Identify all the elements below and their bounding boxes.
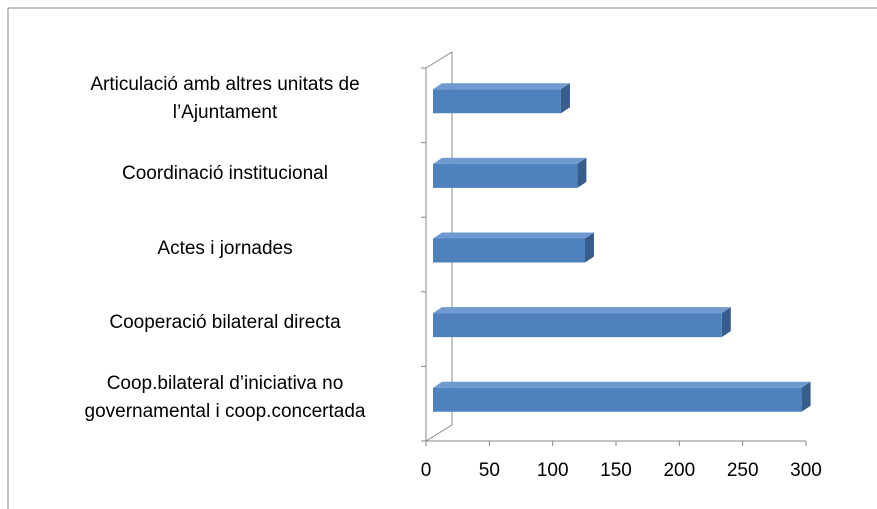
bar-top: [433, 381, 811, 388]
bar-side: [560, 83, 570, 114]
bar-top: [433, 307, 731, 314]
bar-side: [585, 232, 594, 263]
x-tick-label: 250: [727, 460, 759, 481]
bar: [433, 381, 811, 412]
bar-front: [433, 313, 722, 338]
x-tick-label: 150: [600, 460, 632, 481]
category-label: Cooperació bilateral directa: [109, 312, 341, 334]
bar-front: [433, 163, 578, 188]
bar: [433, 83, 570, 114]
back-wall: [425, 51, 453, 425]
bar: [433, 232, 594, 263]
floor-edge: [425, 424, 453, 442]
x-tick-label: 100: [537, 460, 569, 481]
bar: [433, 307, 731, 338]
x-tick-label: 0: [421, 460, 432, 481]
x-tick-label: 300: [790, 460, 822, 481]
bar-top: [433, 83, 570, 90]
category-label: Coordinació institucional: [122, 162, 328, 184]
bar-top: [433, 232, 594, 239]
bar-front: [433, 238, 585, 263]
bar-front: [433, 387, 802, 412]
x-tick-label: 50: [479, 460, 500, 481]
bar-top: [433, 157, 587, 164]
category-label: Coop.bilateral d’iniciativa no govername…: [84, 372, 366, 422]
bar: [433, 157, 587, 188]
category-label: Actes i jornades: [157, 237, 293, 259]
x-tick-label: 200: [663, 460, 695, 481]
bar-side: [577, 157, 587, 188]
bar-side: [801, 381, 811, 412]
category-label: Articulació amb altres unitats de l’Ajun…: [90, 74, 360, 124]
bar-side: [721, 307, 731, 338]
bar-front: [433, 89, 561, 114]
